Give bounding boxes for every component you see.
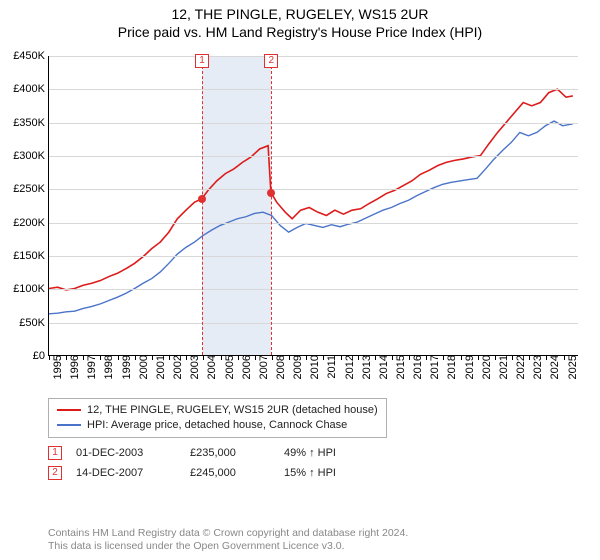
x-axis-tick: 2008 [273,355,287,379]
x-axis-tick: 1996 [67,355,81,379]
x-axis-tick: 2013 [359,355,373,379]
x-axis-tick: 2023 [530,355,544,379]
gridline [49,323,578,324]
attrib-line1: Contains HM Land Registry data © Crown c… [48,527,408,539]
x-axis-tick: 2004 [204,355,218,379]
x-axis-tick: 2000 [136,355,150,379]
x-axis-tick: 2016 [410,355,424,379]
legend-item: 12, THE PINGLE, RUGELEY, WS15 2UR (detac… [57,403,378,418]
x-axis-tick: 2020 [479,355,493,379]
gridline [49,289,578,290]
gridline [49,189,578,190]
chart-legend: 12, THE PINGLE, RUGELEY, WS15 2UR (detac… [48,398,387,438]
chart-title: 12, THE PINGLE, RUGELEY, WS15 2UR Price … [0,0,600,41]
gridline [49,256,578,257]
x-axis-tick: 2003 [187,355,201,379]
x-axis-tick: 2006 [239,355,253,379]
x-axis-tick: 2010 [307,355,321,379]
sale-marker-label: 2 [264,54,278,68]
chart-lines-svg [49,56,578,355]
legend-swatch [57,424,81,426]
x-axis-tick: 2011 [324,355,338,379]
legend-swatch [57,409,81,411]
legend-item: HPI: Average price, detached house, Cann… [57,418,378,433]
sale-row-price: £245,000 [190,467,270,479]
y-axis-tick: £200K [13,217,49,229]
sale-period-border [202,56,203,355]
y-axis-tick: £50K [19,317,49,329]
sale-row-price: £235,000 [190,447,270,459]
x-axis-tick: 2021 [496,355,510,379]
x-axis-tick: 1995 [50,355,64,379]
x-axis-tick: 2022 [513,355,527,379]
y-axis-tick: £250K [13,183,49,195]
sale-row-pct: 49% ↑ HPI [284,447,336,459]
sale-row-date: 01-DEC-2003 [76,447,176,459]
y-axis-tick: £350K [13,117,49,129]
sale-row-pct: 15% ↑ HPI [284,467,336,479]
gridline [49,89,578,90]
sale-row: 2 14-DEC-2007 £245,000 15% ↑ HPI [48,466,336,480]
sale-point [267,189,275,197]
legend-label: HPI: Average price, detached house, Cann… [87,418,347,433]
legend-label: 12, THE PINGLE, RUGELEY, WS15 2UR (detac… [87,403,378,418]
sale-row-date: 14-DEC-2007 [76,467,176,479]
x-axis-tick: 2018 [444,355,458,379]
sale-point [198,195,206,203]
x-axis-tick: 2014 [376,355,390,379]
title-line1: 12, THE PINGLE, RUGELEY, WS15 2UR [171,6,428,22]
x-axis-tick: 2005 [222,355,236,379]
gridline [49,123,578,124]
series-line [49,121,573,314]
x-axis-tick: 2007 [256,355,270,379]
sales-table: 1 01-DEC-2003 £235,000 49% ↑ HPI 2 14-DEC-200… [48,446,336,486]
sale-marker-label: 1 [195,54,209,68]
y-axis-tick: £400K [13,83,49,95]
x-axis-tick: 1998 [101,355,115,379]
x-axis-tick: 2019 [462,355,476,379]
x-axis-tick: 1999 [119,355,133,379]
sale-row: 1 01-DEC-2003 £235,000 49% ↑ HPI [48,446,336,460]
x-axis-tick: 2001 [153,355,167,379]
x-axis-tick: 2025 [565,355,579,379]
x-axis-tick: 2002 [170,355,184,379]
x-axis-tick: 2012 [342,355,356,379]
y-axis-tick: £450K [13,50,49,62]
title-line2: Price paid vs. HM Land Registry's House … [118,24,482,40]
sale-row-marker: 1 [48,446,62,460]
x-axis-tick: 2009 [290,355,304,379]
x-axis-tick: 2017 [427,355,441,379]
gridline [49,56,578,57]
sale-period-border [271,56,272,355]
y-axis-tick: £0 [33,350,49,362]
y-axis-tick: £150K [13,250,49,262]
x-axis-tick: 1997 [84,355,98,379]
gridline [49,223,578,224]
x-axis-tick: 2024 [547,355,561,379]
y-axis-tick: £300K [13,150,49,162]
gridline [49,156,578,157]
attribution-text: Contains HM Land Registry data © Crown c… [48,527,408,554]
x-axis-tick: 2015 [393,355,407,379]
attrib-line2: This data is licensed under the Open Gov… [48,540,345,552]
y-axis-tick: £100K [13,283,49,295]
chart-plot-area: £0£50K£100K£150K£200K£250K£300K£350K£400… [48,56,578,356]
sale-row-marker: 2 [48,466,62,480]
